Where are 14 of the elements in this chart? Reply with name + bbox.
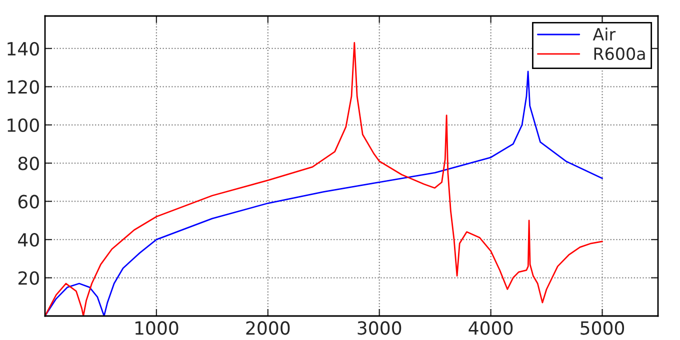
y-tick-label: 140 [8,42,39,56]
x-tick-label: 5000 [580,321,624,335]
x-tick-label: 2000 [246,321,290,335]
y-tick-label: 20 [18,271,39,285]
legend-label: R600a [594,47,645,60]
y-tick-label: 80 [18,156,39,170]
x-tick-label: 3000 [358,321,402,335]
x-tick-label: 1000 [135,321,178,335]
y-tick-label: 100 [8,118,39,132]
y-tick-label: 60 [18,194,39,208]
x-tick-label: 4000 [468,321,513,335]
legend-label: Air [592,28,616,40]
y-tick-label: 40 [18,233,39,247]
y-tick-label: 120 [8,80,39,94]
